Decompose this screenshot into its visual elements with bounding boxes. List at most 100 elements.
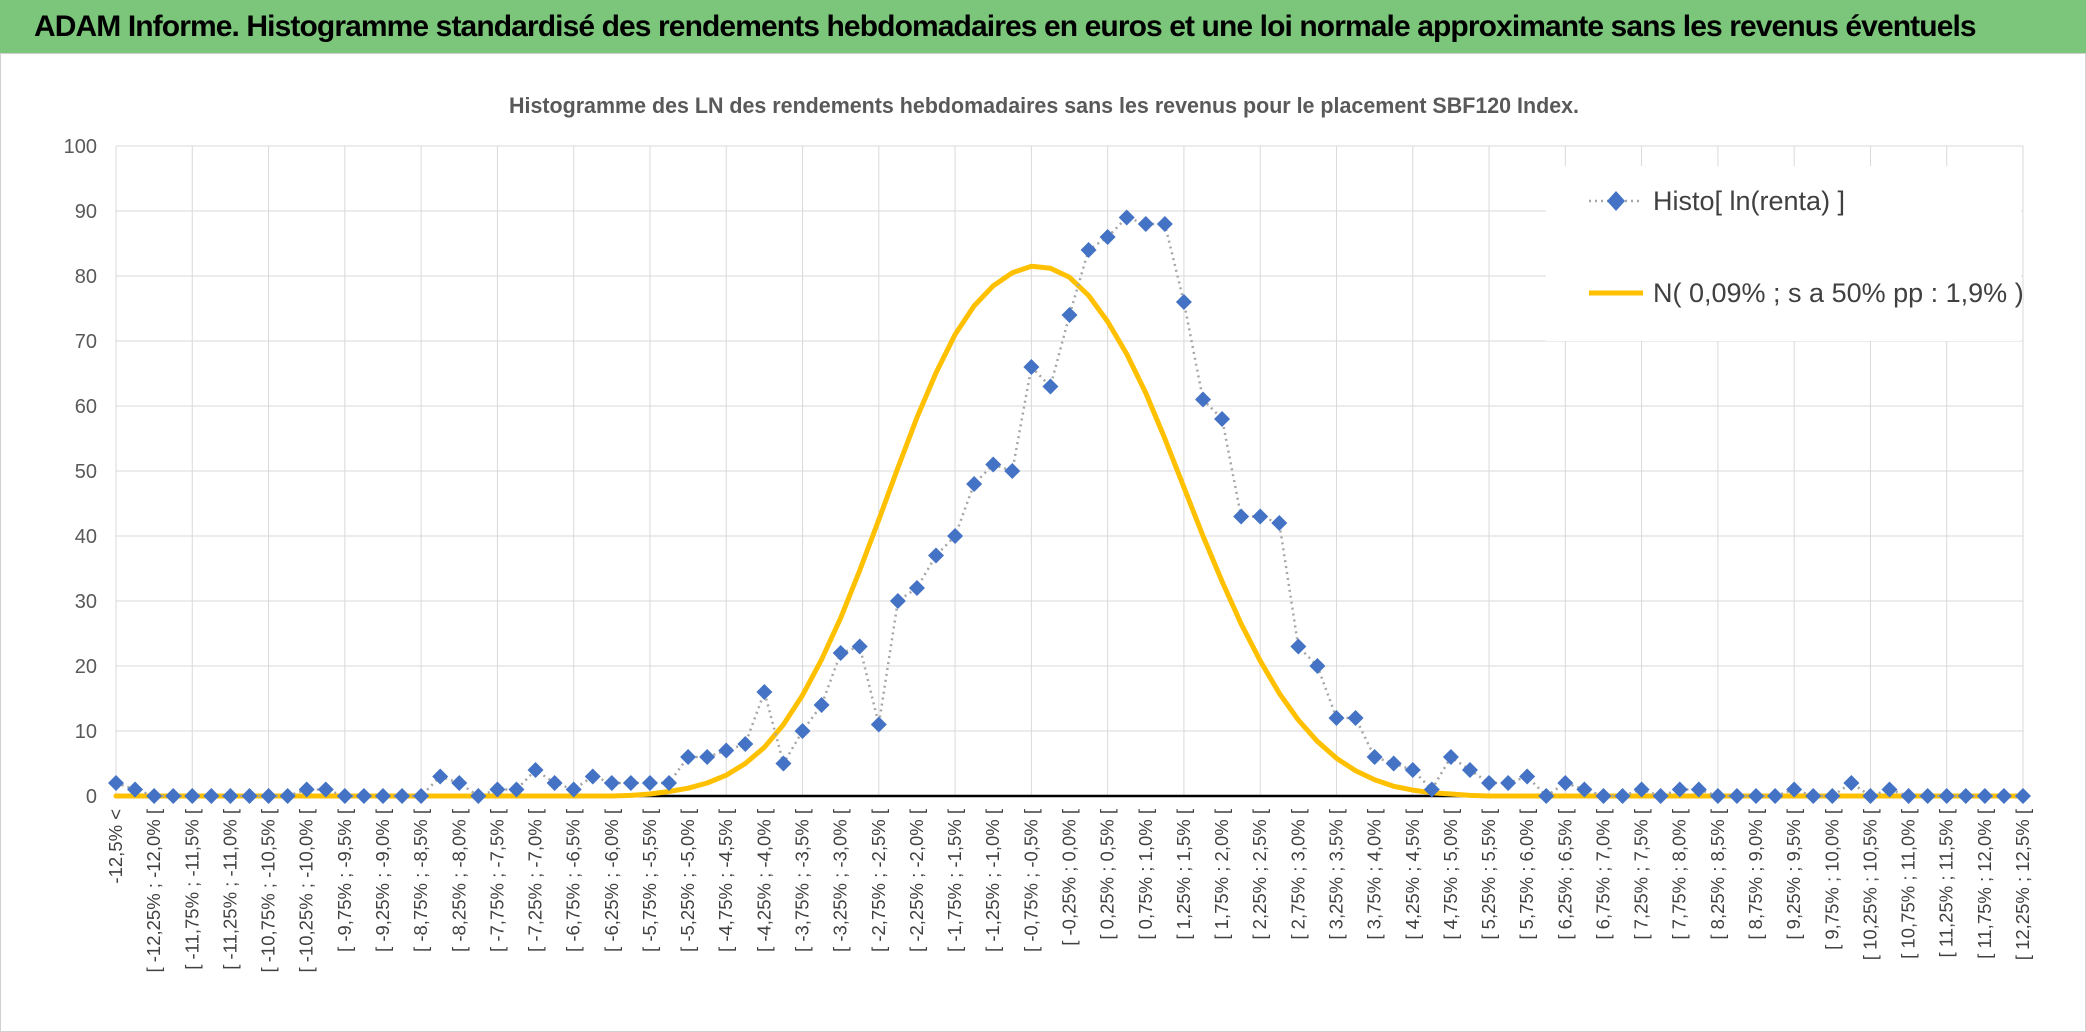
histogram-point <box>1366 749 1383 765</box>
histogram-point <box>1061 307 1078 323</box>
histogram-point <box>127 781 144 798</box>
x-tick-label: [ -6,25% ; -6,0% [ <box>601 809 622 952</box>
histogram-point <box>1862 788 1879 804</box>
histogram-point <box>908 580 925 596</box>
histogram-point <box>432 768 449 785</box>
histogram-point <box>527 762 544 778</box>
x-tick-label: [ -12,25% ; -12,0% [ <box>143 809 164 973</box>
legend-item-histogram: Histo[ ln(renta) ] <box>1589 186 1845 216</box>
histogram-point <box>1557 775 1574 791</box>
x-tick-label: [ -11,75% ; -11,5% [ <box>181 809 202 970</box>
x-tick-label: [ 10,25% ; 10,5% [ <box>1859 809 1880 960</box>
x-tick-label: [ -10,75% ; -10,5% [ <box>258 809 279 973</box>
histogram-point <box>1824 788 1841 804</box>
histogram-point <box>1233 508 1250 525</box>
x-tick-label: [ 9,25% ; 9,5% [ <box>1783 809 1804 940</box>
histogram-point <box>851 638 868 655</box>
histogram-point <box>947 528 964 544</box>
histogram-point <box>1156 216 1173 232</box>
histogram-point <box>1767 788 1784 804</box>
x-tick-label: [ -0,25% ; 0,0% [ <box>1059 809 1080 946</box>
gridlines <box>115 145 2024 797</box>
x-tick-label: [ 8,75% ; 9,0% [ <box>1745 809 1766 940</box>
histogram-point <box>241 788 258 804</box>
histogram-point <box>1709 788 1726 804</box>
x-tick-label: [ -1,25% ; -1,0% [ <box>982 809 1003 952</box>
histogram-point <box>1995 788 2012 804</box>
x-tick-label: [ 6,75% ; 7,0% [ <box>1592 809 1613 940</box>
x-tick-label: [ 0,75% ; 1,0% [ <box>1135 809 1156 940</box>
x-tick-label: [ -1,75% ; -1,5% [ <box>944 809 965 952</box>
x-tick-label: [ -8,25% ; -8,0% [ <box>448 809 469 952</box>
y-tick-label: 0 <box>86 786 97 808</box>
histogram-point <box>1614 788 1631 804</box>
x-axis: -12,5% < [ -12,25% ; -12,0% [ [ -11,75% ; … <box>105 794 2033 973</box>
histogram-point <box>1519 768 1536 785</box>
series-layer <box>108 209 2031 804</box>
x-tick-label: [ 2,75% ; 3,0% [ <box>1287 809 1308 940</box>
histogram-point <box>1728 788 1745 804</box>
histogram-point <box>565 781 582 798</box>
x-tick-label: [ 1,25% ; 1,5% [ <box>1173 809 1194 940</box>
histogram-dotted-line <box>115 216 2023 798</box>
histogram-point <box>680 749 697 765</box>
y-axis: 0 10 20 30 40 50 60 70 80 90 100 <box>64 136 97 808</box>
histogram-point <box>1900 788 1917 804</box>
report-title: ADAM Informe. Histogramme standardisé de… <box>34 9 1977 43</box>
histogram-point <box>641 775 658 791</box>
x-tick-label: [ 5,25% ; 5,5% [ <box>1478 809 1499 940</box>
histogram-point <box>489 781 506 798</box>
histogram-point <box>1347 710 1364 726</box>
x-tick-label: [ -5,75% ; -5,5% [ <box>639 809 660 952</box>
x-tick-label: [ 1,75% ; 2,0% [ <box>1211 809 1232 940</box>
histogram-point <box>928 547 945 564</box>
histogram-point <box>1652 788 1669 804</box>
x-tick-label: [ -4,75% ; -4,5% [ <box>715 809 736 952</box>
histogram-point <box>451 775 468 791</box>
histogram-point <box>1290 638 1307 655</box>
x-tick-label: [ -2,75% ; -2,5% [ <box>868 809 889 952</box>
histogram-point <box>889 593 906 609</box>
x-tick-label: [ 4,25% ; 4,5% [ <box>1402 809 1423 940</box>
x-tick-label: [ 5,75% ; 6,0% [ <box>1516 809 1537 940</box>
histogram-point <box>1881 781 1898 798</box>
histogram-point <box>718 742 735 759</box>
histogram-point <box>394 788 411 804</box>
x-tick-label: [ -6,75% ; -6,5% [ <box>563 809 584 952</box>
histogram-point <box>1023 359 1040 375</box>
histogram-point <box>1252 508 1269 525</box>
x-tick-label: [ -5,25% ; -5,0% [ <box>677 809 698 952</box>
histogram-point <box>1214 411 1231 427</box>
histogram-point <box>1481 775 1498 791</box>
x-tick-label: [ -11,25% ; -11,0% [ <box>219 809 240 970</box>
legend: Histo[ ln(renta) ] N( 0,09% ; s a 50% pp… <box>1546 166 2024 341</box>
histogram-point <box>584 768 601 785</box>
x-tick-label: [ -7,75% ; -7,5% [ <box>486 809 507 952</box>
histogram-point <box>260 788 277 804</box>
histogram-point <box>1175 294 1192 310</box>
histogram-point <box>336 788 353 804</box>
histogram-point <box>222 788 239 804</box>
x-tick-label: [ 12,25% ; 12,5% [ <box>2012 809 2033 960</box>
y-tick-label: 10 <box>75 721 97 743</box>
histogram-point <box>1099 229 1116 245</box>
x-tick-label: [ 9,75% ; 10,0% [ <box>1821 809 1842 950</box>
x-tick-label: -12,5% < <box>105 809 126 884</box>
histogram-point <box>317 781 334 798</box>
histogram-point <box>1042 378 1059 395</box>
legend-normal-label: N( 0,09% ; s a 50% pp : 1,9% ) <box>1653 278 2024 308</box>
histogram-point <box>1919 788 1936 804</box>
legend-histogram-label: Histo[ ln(renta) ] <box>1653 186 1845 216</box>
x-tick-label: [ -3,25% ; -3,0% [ <box>830 809 851 952</box>
x-tick-label: [ 0,25% ; 0,5% [ <box>1097 809 1118 940</box>
x-tick-label: [ -0,75% ; -0,5% [ <box>1020 809 1041 952</box>
histogram-point <box>832 645 849 661</box>
histogram-point <box>1328 710 1345 726</box>
x-tick-label: [ -3,75% ; -3,5% [ <box>792 809 813 952</box>
x-tick-label: [ 7,25% ; 7,5% [ <box>1631 809 1652 940</box>
x-tick-label: [ 3,25% ; 3,5% [ <box>1325 809 1346 940</box>
x-tick-label: [ 11,25% ; 11,5% [ <box>1936 809 1957 957</box>
legend-item-normal: N( 0,09% ; s a 50% pp : 1,9% ) <box>1589 278 2024 308</box>
chart-area: Histogramme des LN des rendements hebdom… <box>0 53 2086 1032</box>
histogram-point <box>1194 391 1211 408</box>
